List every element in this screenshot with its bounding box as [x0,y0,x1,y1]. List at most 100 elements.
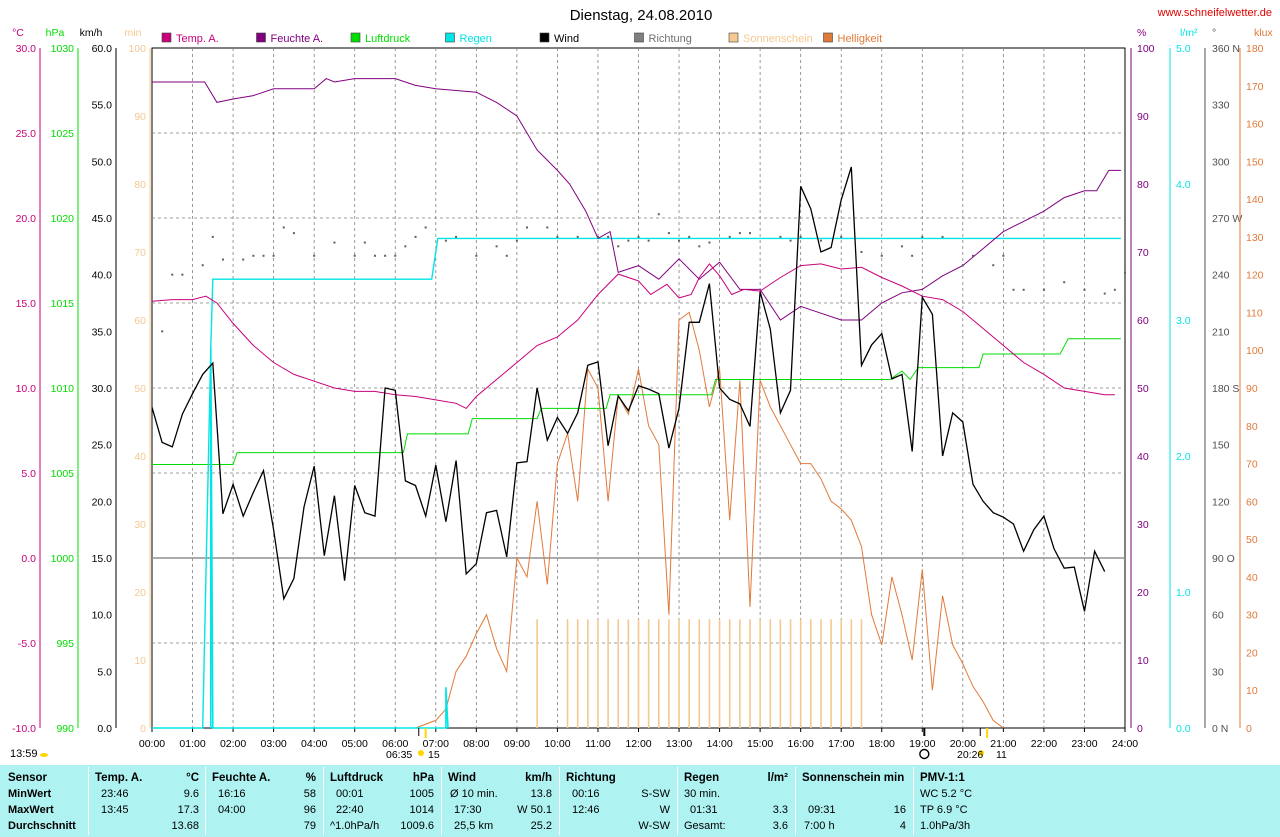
direction-dot [607,235,610,238]
x-tick-label: 16:00 [788,738,814,750]
stats-pressure-min-time: 00:01 [336,788,364,800]
sun-icon [978,750,984,756]
direction-dot [181,273,184,276]
stats-sensor-col: Sensor MinWert MaxWert Durchschnitt [8,765,88,837]
stats-pressure-max-time: 22:40 [336,804,364,816]
stats-rain-r1: 30 min. [684,788,721,800]
sun-icon [418,750,424,756]
stats-pressure-unit: hPa [412,772,434,784]
direction-tick-label: 60 [1212,610,1224,622]
x-tick-label: 15:00 [747,738,773,750]
rain-tick-label: 1.0 [1176,587,1191,599]
stats-humidity-unit: % [305,772,316,784]
stats-separator [795,767,796,835]
brightness-tick-label: 40 [1246,572,1258,584]
temp-tick-label: 5.0 [21,468,36,480]
stats-sunshine-t2: 7:00 h [804,820,835,832]
direction-dot [384,254,387,257]
website-label[interactable]: www.schneifelwetter.de [1157,7,1272,19]
direction-dot [617,245,620,248]
brightness-tick-label: 130 [1246,232,1264,244]
stats-temp-min: 9.6 [183,788,199,800]
brightness-tick-label: 50 [1246,534,1258,546]
humidity-tick-label: 30 [1137,519,1149,531]
direction-dot [313,254,316,257]
direction-dots [161,213,1126,333]
wind-tick-label: 55.0 [92,100,113,112]
stats-rain-total: 3.6 [772,820,788,832]
direction-tick-label: 120 [1212,496,1230,508]
direction-dot [444,239,447,242]
stats-direction-avg: W-SW [638,820,670,832]
stats-pmv-col: PMV-1:1 WC 5.2 °C TP 6.9 °C 1.0hPa/3h [920,765,1030,837]
wind-tick-label: 25.0 [92,440,113,452]
stats-wind-avg10: 13.8 [530,788,552,800]
legend-label: Luftdruck [365,33,411,45]
humidity-tick-label: 10 [1137,655,1149,667]
stats-rain-unit: l/m² [767,772,788,784]
humidity-tick-label: 60 [1137,315,1149,327]
brightness-tick-label: 20 [1246,647,1258,659]
direction-dot [1124,271,1126,274]
legend-label: Feuchte A. [271,33,324,45]
wind-tick-label: 0.0 [97,723,112,735]
x-tick-label: 03:00 [260,738,286,750]
direction-tick-label: 90 O [1212,553,1235,565]
direction-dot [1022,288,1025,291]
humidity-tick-label: 70 [1137,247,1149,259]
stats-separator [323,767,324,835]
direction-dot [992,264,995,267]
pressure-axis-unit: hPa [46,27,65,39]
sunshine-tick-label: 80 [134,179,146,191]
sunshine-axis-unit: min [125,27,142,39]
sunset-label: 20:26 [957,749,983,761]
direction-dot [1063,281,1066,284]
sunshine-tick-label: 50 [134,383,146,395]
x-tick-label: 02:00 [220,738,246,750]
direction-dot [738,232,741,235]
brightness-tick-label: 10 [1246,685,1258,697]
temp-tick-label: 25.0 [16,128,37,140]
direction-tick-label: 150 [1212,440,1230,452]
direction-dot [840,235,843,238]
pressure-tick-label: 1010 [51,383,75,395]
brightness-tick-label: 110 [1246,307,1263,319]
temp-tick-label: 0.0 [21,553,36,565]
stats-humidity-col: Feuchte A. % 16:16 58 04:00 96 79 [212,765,322,837]
stats-humidity-max-time: 04:00 [218,804,246,816]
x-tick-label: 18:00 [869,738,895,750]
direction-dot [242,258,245,261]
direction-dot [495,245,498,248]
series-wind [151,166,1106,612]
direction-dot [799,235,802,238]
stats-temp-max: 17.3 [177,804,199,816]
direction-dot [647,239,650,242]
direction-dot [1103,292,1106,295]
x-tick-label: 17:00 [828,738,854,750]
direction-dot [1083,288,1086,291]
stats-pressure-title: Luftdruck [330,772,384,784]
stats-rain-t2: 01:31 [690,804,718,816]
stats-separator [677,767,678,835]
direction-dot [789,239,792,242]
legend-label: Temp. A. [176,33,219,45]
chart-svg: °C 30.0 25.0 20.0 15.0 10.0 5.0 0.0 -5.0 -10.0 hPa… [10,7,1273,761]
sunshine-tick-label: 10 [134,655,146,667]
legend-swatch [445,32,455,43]
humidity-tick-label: 50 [1137,383,1149,395]
legend-label: Wind [554,33,579,45]
direction-dot [556,235,559,238]
humidity-tick-label: 0 [1137,723,1143,735]
direction-tick-label: 270 W [1212,213,1242,225]
direction-dot [708,241,711,244]
legend-swatch [539,32,550,43]
brightness-tick-label: 70 [1246,459,1258,471]
rain-tick-label: 3.0 [1176,315,1191,327]
stats-humidity-avg: 79 [303,820,316,832]
sunshine-tick-label: 20 [134,587,146,599]
series-helligkeit [415,311,1004,729]
x-tick-label: 10:00 [544,738,570,750]
direction-dot [596,235,599,238]
stats-pressure-avg: 1009.6 [400,820,434,832]
rain-tick-label: 5.0 [1176,43,1191,55]
